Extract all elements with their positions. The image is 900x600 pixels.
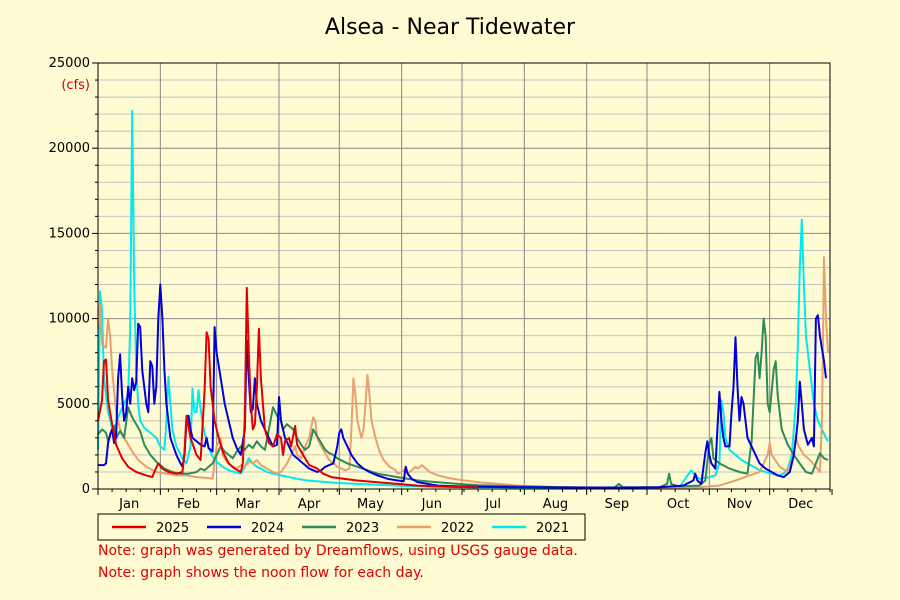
y-tick-label: 0 [82, 482, 90, 497]
y-axis-unit-label: (cfs) [61, 78, 90, 93]
y-tick-label: 25000 [49, 56, 90, 71]
y-tick-label: 15000 [49, 226, 90, 241]
x-tick-label: Aug [543, 497, 568, 512]
series-line-2022 [97, 256, 829, 489]
series-line-2021 [97, 109, 829, 489]
x-tick-label: Jan [118, 497, 139, 512]
x-tick-label: Dec [788, 497, 813, 512]
legend-label-2025: 2025 [156, 521, 189, 536]
x-tick-label: Jun [421, 497, 442, 512]
legend-label-2023: 2023 [346, 521, 379, 536]
series-line-2025 [97, 286, 479, 489]
y-tick-label: 10000 [49, 312, 90, 327]
y-tick-label: 5000 [57, 397, 90, 412]
x-tick-label: May [357, 497, 384, 512]
note-noon-flow: Note: graph shows the noon flow for each… [98, 565, 424, 581]
note-data-source: Note: graph was generated by Dreamflows,… [98, 543, 578, 559]
legend-label-2021: 2021 [536, 521, 569, 536]
x-tick-label: Oct [667, 497, 689, 512]
x-tick-label: Apr [298, 497, 321, 512]
x-tick-label: Feb [177, 497, 200, 512]
y-tick-label: 20000 [49, 141, 90, 156]
legend: 2025 2024 2023 2022 2021 [97, 513, 586, 541]
chart-title: Alsea - Near Tidewater [325, 15, 576, 40]
x-tick-label: Jul [484, 497, 501, 512]
series-lines [97, 109, 829, 489]
x-tick-label: Nov [727, 497, 753, 512]
legend-label-2024: 2024 [251, 521, 284, 536]
axes: Jan Feb Mar Apr May Jun Jul Aug Sep Oct Nov Dec 0 500… [49, 56, 833, 512]
x-tick-label: Sep [605, 497, 630, 512]
legend-label-2022: 2022 [441, 521, 474, 536]
x-tick-label: Mar [236, 497, 261, 512]
